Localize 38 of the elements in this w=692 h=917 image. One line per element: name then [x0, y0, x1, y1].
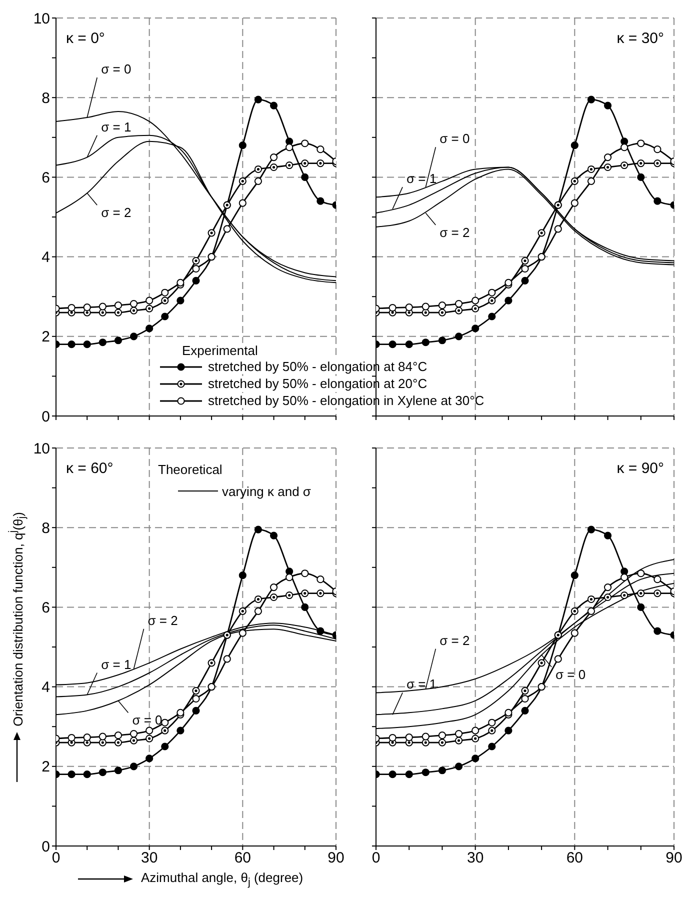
x-tick-label: 90 — [666, 850, 682, 867]
y-tick-label: 8 — [42, 520, 50, 537]
y-tick-label: 10 — [33, 10, 50, 28]
y-tick-label: 8 — [42, 90, 50, 107]
annotation: σ = 1 — [101, 119, 132, 134]
y-tick-label: 0 — [42, 838, 50, 856]
x-tick-label: 90 — [328, 850, 344, 867]
annotation: Theoretical — [158, 462, 222, 476]
annotation: σ = 2 — [440, 225, 470, 240]
annotation: varying κ and σ — [222, 484, 311, 498]
y-tick-label: 4 — [42, 679, 50, 696]
y-tick-label: 2 — [42, 758, 50, 776]
y-tick-label: 2 — [42, 328, 50, 346]
annotation: σ = 2 — [101, 205, 132, 220]
legend-title: Experimental — [182, 343, 258, 358]
annotation: σ = 2 — [148, 612, 178, 628]
y-tick-label: 4 — [42, 249, 50, 266]
x-tick-label: 60 — [234, 850, 252, 867]
annotation: σ = 0 — [556, 666, 586, 682]
y-tick-label: 6 — [42, 170, 50, 187]
y-tick-label: 0 — [42, 408, 50, 426]
annotation: κ = 30° — [616, 30, 664, 47]
annotation: σ = 1 — [101, 656, 132, 672]
x-axis-title: Azimuthal angle, θ$_{j}$ (degree) — [141, 870, 304, 889]
annotation: σ = 0 — [101, 62, 132, 76]
x-tick-label: 30 — [140, 850, 158, 867]
x-tick-label: 30 — [466, 850, 484, 867]
annotation: σ = 1 — [406, 171, 437, 186]
y-tick-label: 10 — [33, 440, 50, 458]
y-tick-label: 6 — [42, 600, 50, 617]
annotation: σ = 0 — [440, 131, 470, 146]
annotation: σ = 2 — [440, 632, 470, 648]
x-tick-label: 60 — [566, 850, 584, 867]
annotation: κ = 60° — [66, 460, 114, 477]
annotation: σ = 0 — [132, 712, 162, 728]
annotation: κ = 90° — [616, 460, 664, 477]
annotation: κ = 0° — [66, 30, 105, 47]
x-tick-label: 0 — [372, 850, 380, 867]
